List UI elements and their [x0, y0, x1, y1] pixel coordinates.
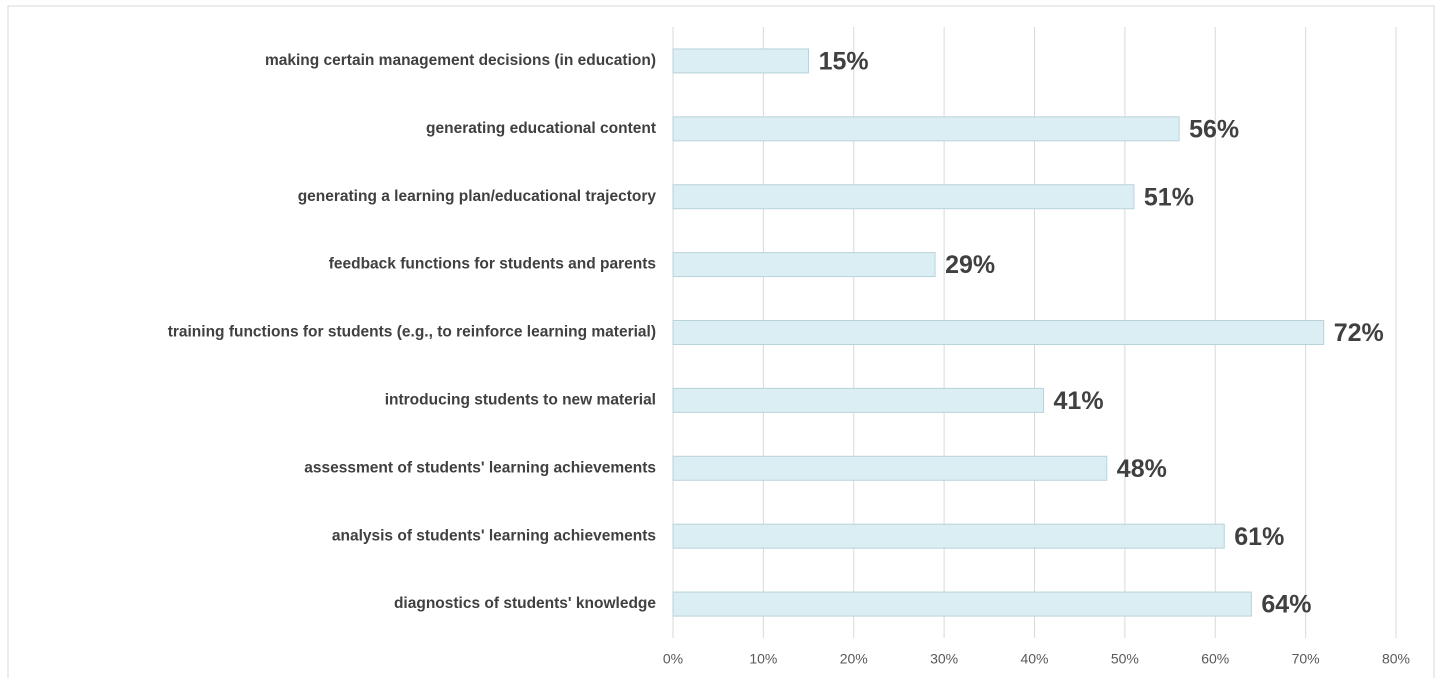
x-tick-label: 50% — [1111, 651, 1139, 667]
bar — [672, 252, 936, 278]
bar — [672, 591, 1252, 617]
data-label: 41% — [1054, 387, 1104, 415]
bar — [672, 387, 1045, 413]
x-tick-label: 0% — [663, 651, 683, 667]
x-tick-label: 40% — [1020, 651, 1048, 667]
data-label: 15% — [819, 48, 869, 76]
x-tick-label: 20% — [840, 651, 868, 667]
bar — [672, 48, 810, 74]
data-label: 64% — [1261, 591, 1311, 619]
data-label: 48% — [1117, 455, 1167, 483]
bar — [672, 116, 1180, 142]
x-tick-label: 30% — [930, 651, 958, 667]
category-label: generating a learning plan/educational t… — [298, 188, 657, 205]
category-label: training functions for students (e.g., t… — [168, 324, 656, 341]
x-tick-label: 10% — [749, 651, 777, 667]
x-tick-label: 60% — [1201, 651, 1229, 667]
category-label: making certain management decisions (in … — [265, 52, 656, 69]
data-label: 56% — [1189, 115, 1239, 143]
category-label: feedback functions for students and pare… — [329, 256, 656, 273]
x-tick-label: 80% — [1382, 651, 1410, 667]
bar — [672, 455, 1108, 481]
category-label: assessment of students' learning achieve… — [304, 459, 656, 476]
bar — [672, 523, 1225, 549]
x-tick-label: 70% — [1292, 651, 1320, 667]
category-label: analysis of students' learning achieveme… — [332, 527, 656, 544]
bar — [672, 184, 1135, 210]
category-label: diagnostics of students' knowledge — [394, 595, 656, 612]
category-label: generating educational content — [426, 120, 656, 137]
chart-border — [7, 5, 1435, 678]
data-label: 29% — [945, 251, 995, 279]
data-label: 61% — [1234, 523, 1284, 551]
bar — [672, 320, 1325, 345]
data-label: 51% — [1144, 183, 1194, 211]
category-label: introducing students to new material — [385, 391, 656, 408]
data-label: 72% — [1334, 319, 1384, 347]
